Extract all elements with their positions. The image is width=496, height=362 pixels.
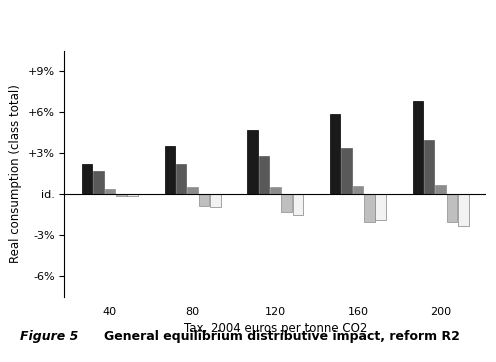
Bar (248, 130, 258, 194)
Bar (82, 164, 92, 194)
Bar (424, 140, 434, 194)
Bar (105, 189, 115, 194)
Bar (364, 194, 374, 222)
Bar (413, 101, 423, 194)
Bar (270, 188, 281, 194)
Bar (165, 146, 175, 194)
Bar (187, 188, 198, 194)
Bar (259, 156, 269, 194)
Bar (176, 164, 186, 194)
Bar (458, 194, 469, 226)
Bar (127, 194, 138, 195)
Text: General equilibrium distributive impact, reform R2: General equilibrium distributive impact,… (104, 330, 460, 343)
Y-axis label: Real consumption (class total): Real consumption (class total) (9, 84, 22, 263)
Bar (210, 194, 221, 207)
Bar (330, 114, 340, 194)
X-axis label: Tax, 2004 euros per tonne CO2: Tax, 2004 euros per tonne CO2 (184, 322, 367, 335)
Bar (116, 194, 126, 195)
Bar (447, 194, 457, 222)
Bar (199, 194, 209, 206)
Bar (435, 185, 446, 194)
Text: Figure 5: Figure 5 (20, 330, 78, 343)
Bar (281, 194, 292, 212)
Bar (341, 148, 352, 194)
Bar (93, 171, 104, 194)
Bar (293, 194, 303, 215)
Bar (375, 194, 386, 220)
Bar (353, 186, 363, 194)
